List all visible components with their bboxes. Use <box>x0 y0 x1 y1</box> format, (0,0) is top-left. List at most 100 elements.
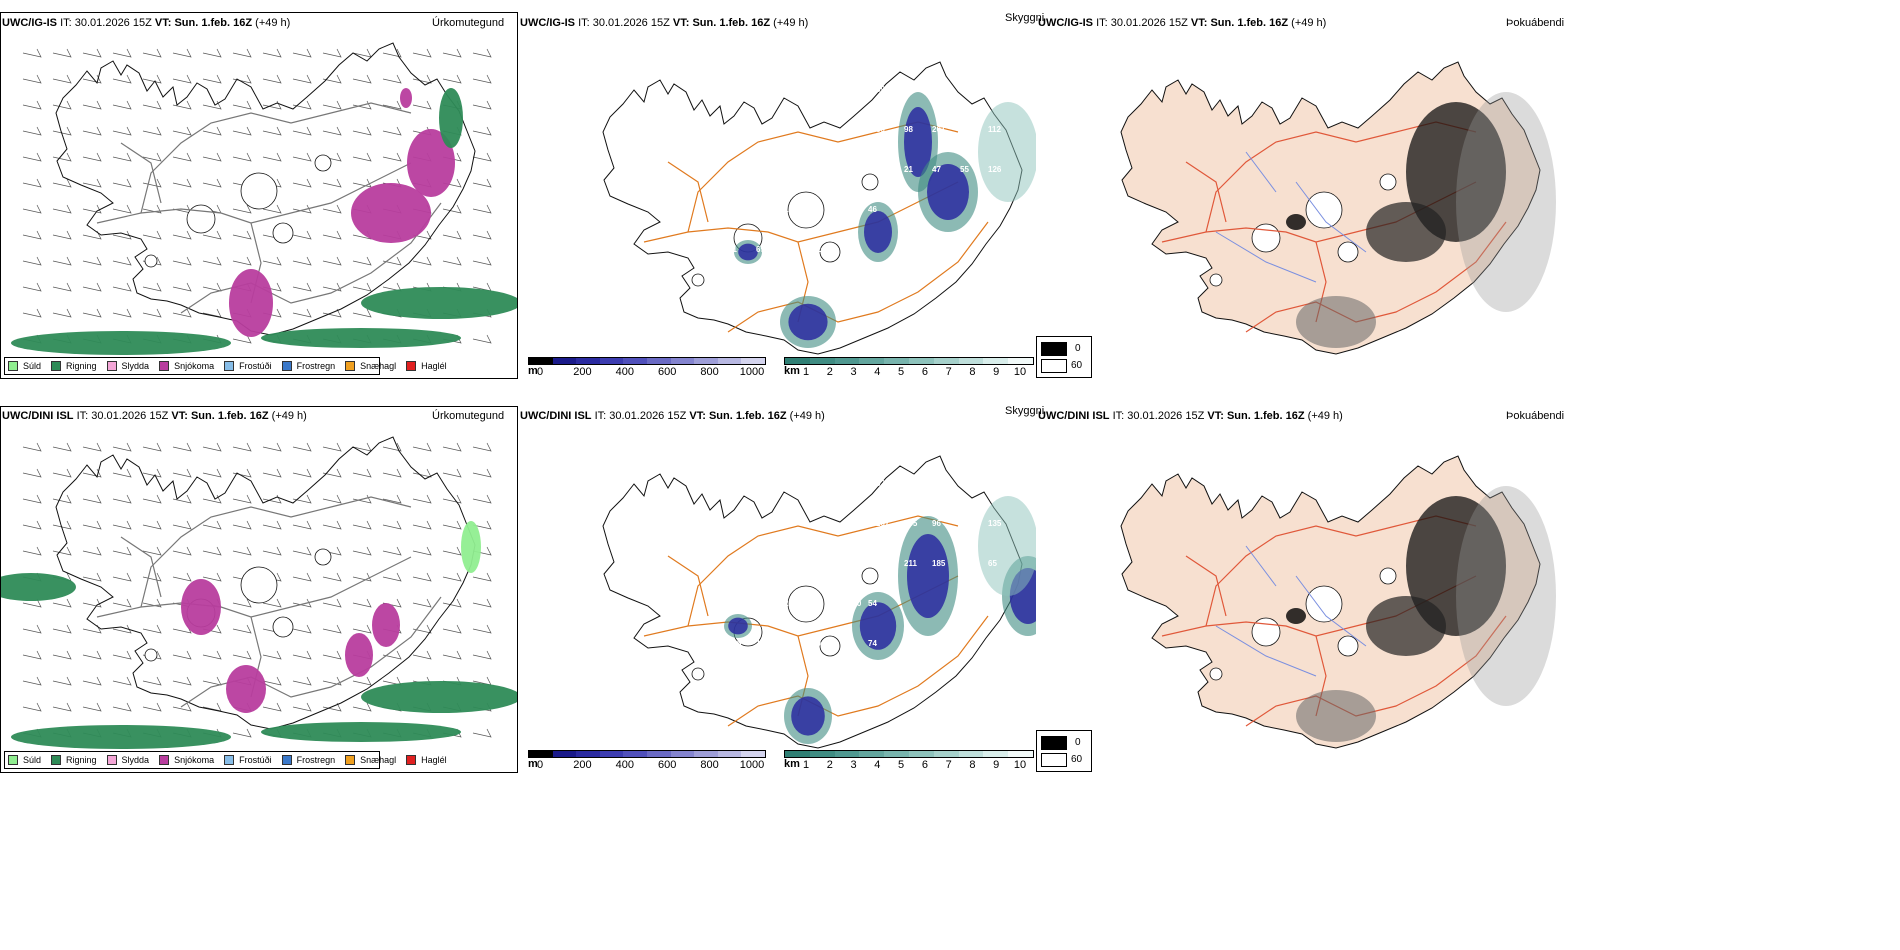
wind-barb <box>472 442 492 452</box>
wind-barb <box>382 520 402 530</box>
wind-barb <box>232 650 252 660</box>
colorbar-tick: 2 <box>826 366 833 378</box>
legend-item: Snæhagl <box>345 755 396 765</box>
glacier-outline <box>787 585 825 623</box>
wind-barb <box>202 676 222 686</box>
wind-barb <box>172 494 192 504</box>
wind-barb <box>82 650 102 660</box>
fog-label-light: 60 <box>1071 754 1083 765</box>
wind-barb <box>82 256 102 266</box>
wind-barb <box>262 468 282 478</box>
colorbar-tick: 9 <box>993 759 1000 771</box>
visibility-value-label: 69 <box>848 205 857 214</box>
glacier-outline <box>861 173 879 191</box>
wind-barb <box>142 442 162 452</box>
wind-barb <box>202 650 222 660</box>
wind-barb <box>142 230 162 240</box>
colorbar-m: m 0 200 400 600 800 1000 <box>528 750 766 772</box>
visibility-value-label: 157 <box>960 559 974 568</box>
glacier-outline <box>1209 273 1223 287</box>
wind-barb <box>292 494 312 504</box>
wind-barb <box>412 100 432 110</box>
colorbar-tick: 0 <box>536 366 544 378</box>
wind-barb <box>142 676 162 686</box>
wind-barb <box>52 256 72 266</box>
wind-barb <box>82 702 102 712</box>
wind-barb <box>232 728 252 738</box>
wind-barb <box>292 650 312 660</box>
wind-barb <box>52 702 72 712</box>
wind-barb <box>352 126 372 136</box>
rain-area <box>361 681 517 713</box>
visibility-value-label: 42 <box>840 599 849 608</box>
visibility-value-label: 57 <box>784 639 793 648</box>
wind-barb <box>442 650 462 660</box>
wind-barb <box>52 74 72 84</box>
colorbar-m: m 0 200 400 600 800 1000 <box>528 357 766 379</box>
wind-barb <box>202 100 222 110</box>
wind-barb <box>112 624 132 634</box>
wind-barb <box>202 256 222 266</box>
wind-barb <box>52 48 72 58</box>
wind-barb <box>472 256 492 266</box>
visibility-value-label: 1 <box>840 245 845 254</box>
wind-barb <box>292 468 312 478</box>
wind-barb <box>382 546 402 556</box>
visibility-value-label: 69 <box>756 245 765 254</box>
wind-barb <box>472 598 492 608</box>
wind-barb <box>112 178 132 188</box>
colorbar-gradient <box>784 750 1034 758</box>
wind-barb <box>52 676 72 686</box>
very-low-visibility-area <box>738 243 758 261</box>
colorbar-tick: 3 <box>850 759 857 771</box>
very-low-visibility-area <box>788 303 828 341</box>
wind-barb <box>442 520 462 530</box>
fog-area <box>1366 202 1446 262</box>
colorbar-gradient <box>784 357 1034 365</box>
wind-barb <box>352 256 372 266</box>
wind-barb <box>82 520 102 530</box>
colorbar-tick: 600 <box>658 366 677 378</box>
wind-barb <box>232 598 252 608</box>
visibility-value-label: 46 <box>868 205 877 214</box>
wind-barb <box>442 48 462 58</box>
wind-barb <box>322 100 342 110</box>
run-header: UWC/IG-IS IT: 30.01.2026 15Z VT: Sun. 1.… <box>2 17 291 29</box>
wind-barb <box>382 650 402 660</box>
wind-barb <box>472 334 492 344</box>
wind-barb <box>172 650 192 660</box>
wind-barb <box>412 624 432 634</box>
param-title-precip: Úrkomutegund <box>432 410 505 422</box>
wind-barb <box>292 598 312 608</box>
wind-barb <box>472 152 492 162</box>
fog-swatch-dark <box>1041 342 1067 356</box>
colorbar-km: km 1 2 3 4 5 6 7 8 9 10 <box>784 750 1034 772</box>
snow-area <box>181 579 221 635</box>
wind-barb <box>112 598 132 608</box>
legend-swatch <box>345 755 356 765</box>
visibility-value-label: 74 <box>868 639 877 648</box>
wind-barb <box>112 256 132 266</box>
legend-label: Slydda <box>121 755 150 765</box>
wind-barb <box>292 702 312 712</box>
wind-barb <box>442 74 462 84</box>
visibility-map-dini: 105 62 61 73 157 115 116 207 105 96 438 135 165 81 211… <box>518 406 1036 773</box>
wind-barb <box>52 178 72 188</box>
colorbar-tick: 5 <box>898 366 905 378</box>
colorbar-tick: 4 <box>874 759 881 771</box>
wind-barb <box>292 126 312 136</box>
map-graphic: 105 62 61 73 157 115 116 207 105 96 438 135 165 81 211… <box>602 455 1036 749</box>
wind-barb <box>202 442 222 452</box>
wind-barb <box>472 74 492 84</box>
wind-barb <box>442 624 462 634</box>
wind-barb <box>112 676 132 686</box>
legend-item: Slydda <box>106 361 149 371</box>
wind-barb <box>22 100 42 110</box>
legend-item: Rigning <box>51 755 97 765</box>
wind-barb <box>262 520 282 530</box>
wind-barb <box>412 442 432 452</box>
visibility-value-label: 100 <box>756 599 770 608</box>
road-line <box>1245 221 1507 333</box>
glacier-outline <box>819 241 841 263</box>
legend-swatch <box>345 361 356 371</box>
